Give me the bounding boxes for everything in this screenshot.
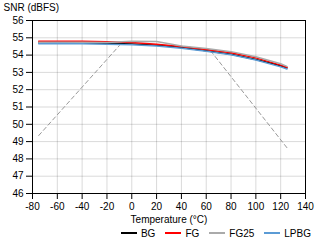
svg-text:49: 49 — [12, 136, 24, 147]
svg-text:55: 55 — [12, 32, 24, 43]
svg-text:51: 51 — [12, 101, 24, 112]
svg-text:Temperature (°C): Temperature (°C) — [131, 214, 208, 225]
svg-text:54: 54 — [12, 49, 24, 60]
svg-text:0: 0 — [129, 201, 135, 212]
html-text:FG25: FG25 — [229, 227, 255, 239]
svg-text:20: 20 — [151, 201, 163, 212]
svg-text:100: 100 — [248, 201, 265, 212]
svg-text:140: 140 — [297, 201, 314, 212]
svg-text:52: 52 — [12, 84, 24, 95]
svg-text:40: 40 — [176, 201, 188, 212]
html-text:BG: BG — [141, 227, 156, 239]
html-text:LPBG: LPBG — [284, 227, 311, 239]
svg-text:-60: -60 — [50, 201, 65, 212]
svg-text:56: 56 — [12, 15, 24, 26]
html-text:FG: FG — [185, 227, 200, 239]
svg-text:-80: -80 — [25, 201, 40, 212]
svg-text:80: 80 — [225, 201, 237, 212]
svg-text:60: 60 — [201, 201, 213, 212]
svg-text:120: 120 — [272, 201, 289, 212]
svg-text:47: 47 — [12, 170, 24, 181]
svg-text:48: 48 — [12, 153, 24, 164]
svg-text:-40: -40 — [75, 201, 90, 212]
svg-text:SNR (dBFS): SNR (dBFS) — [4, 2, 60, 13]
svg-text:46: 46 — [12, 188, 24, 199]
svg-text:50: 50 — [12, 119, 24, 130]
svg-text:53: 53 — [12, 67, 24, 78]
svg-text:-20: -20 — [100, 201, 115, 212]
